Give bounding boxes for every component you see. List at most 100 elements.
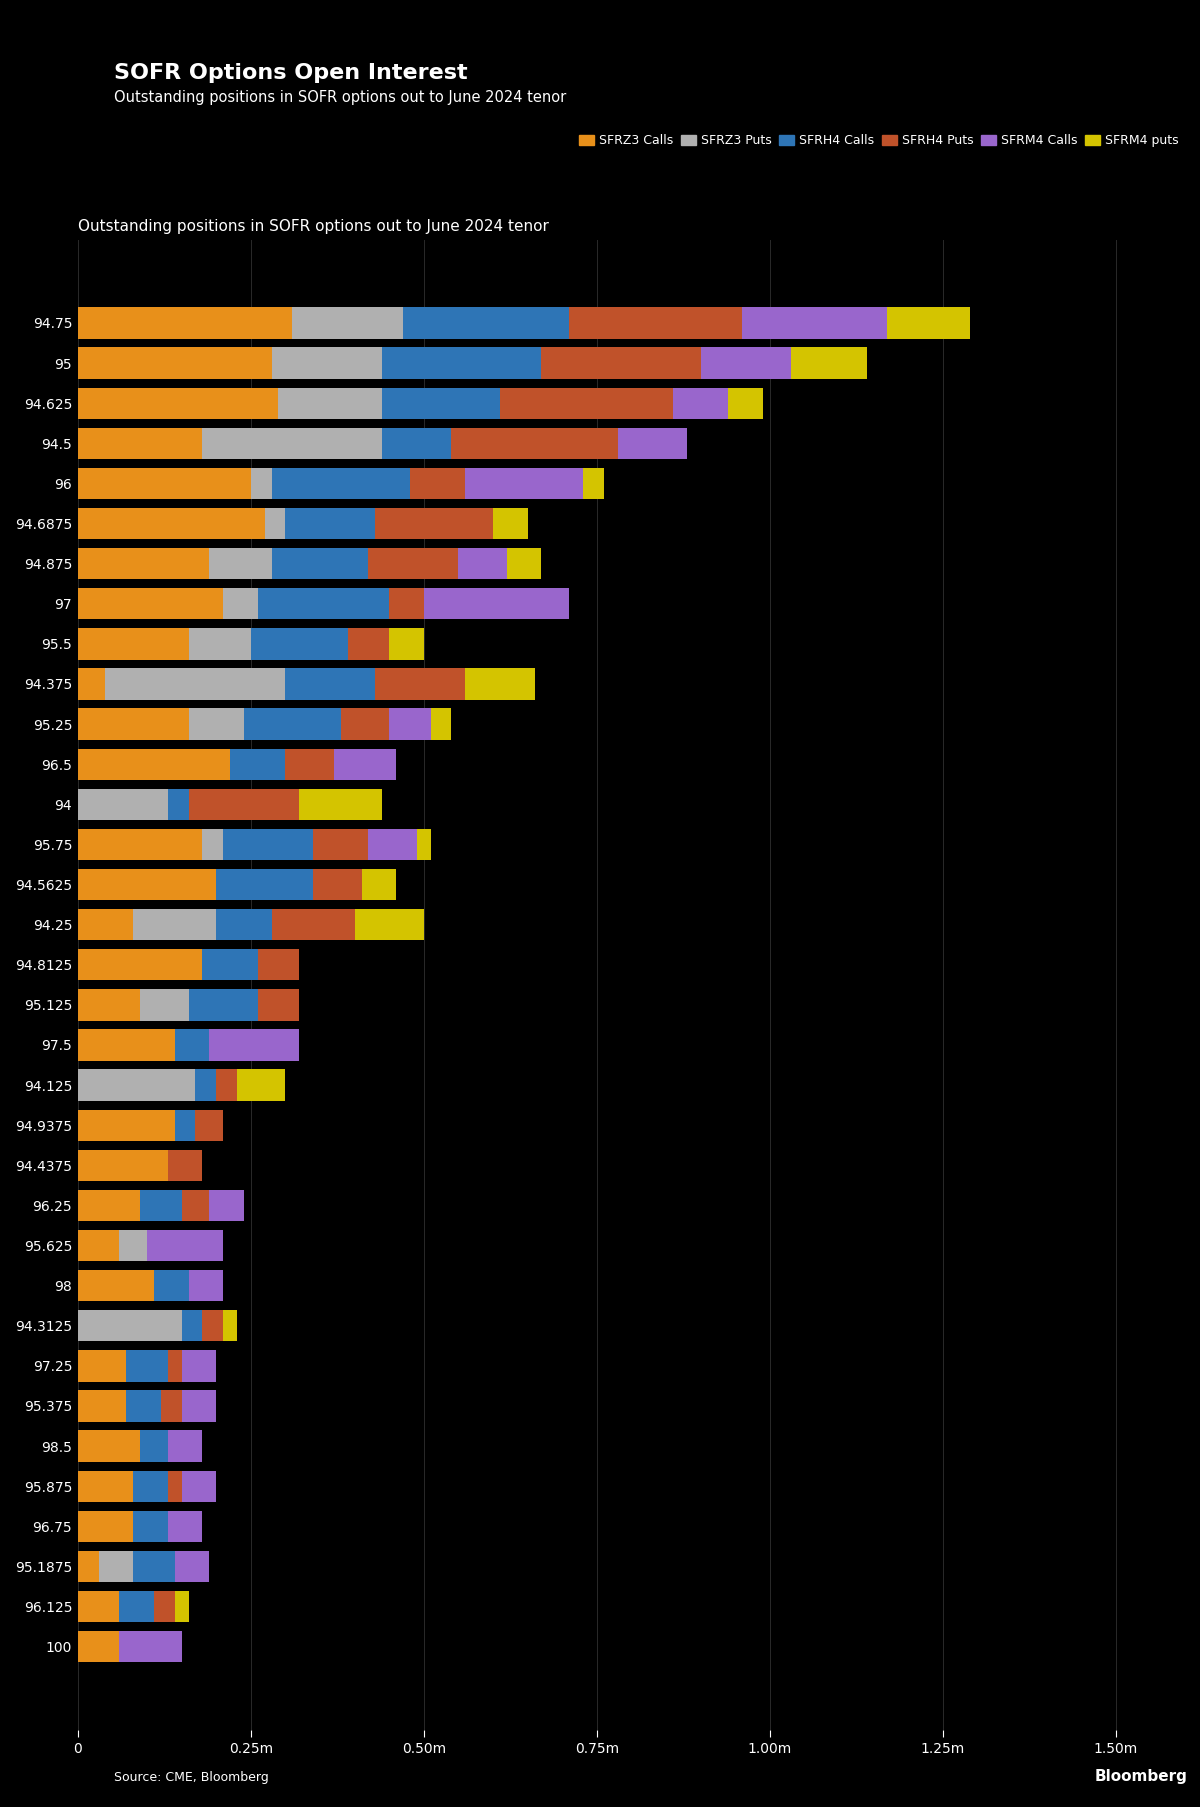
Bar [78,1511,133,1541]
Bar [168,1350,181,1382]
Bar [106,669,286,699]
Bar [223,587,258,620]
Bar [161,1390,181,1422]
Bar [78,1632,119,1662]
Bar [78,1231,119,1261]
Bar [286,748,334,781]
Bar [133,1471,168,1502]
Bar [313,829,368,860]
Bar [410,468,466,499]
Bar [168,1511,203,1541]
Bar [78,1070,196,1100]
Bar [258,988,299,1021]
Bar [203,1310,223,1341]
Bar [466,468,583,499]
Bar [140,1189,181,1222]
Bar [175,1109,196,1140]
Bar [119,1231,148,1261]
Bar [742,307,888,338]
Bar [78,1189,140,1222]
Bar [341,708,389,739]
Bar [119,1632,181,1662]
Bar [271,347,383,379]
Bar [188,1270,223,1301]
Bar [78,1471,133,1502]
Bar [78,1390,126,1422]
Bar [133,1511,168,1541]
Bar [451,428,618,459]
Bar [181,1189,209,1222]
Bar [78,869,216,900]
Bar [500,387,673,419]
Bar [313,869,361,900]
Bar [209,1030,299,1061]
Bar [223,829,313,860]
Bar [140,988,188,1021]
Bar [251,468,271,499]
Bar [78,1590,119,1623]
Bar [355,909,424,940]
Bar [265,508,286,538]
Bar [78,748,230,781]
Bar [506,548,541,580]
Bar [78,508,265,538]
Bar [403,307,569,338]
Bar [181,1390,216,1422]
Bar [244,708,341,739]
Bar [209,548,271,580]
Bar [78,587,223,620]
Bar [78,1149,168,1182]
Bar [286,508,376,538]
Bar [78,1431,140,1462]
Bar [78,468,251,499]
Bar [431,708,451,739]
Text: Bloomberg: Bloomberg [1096,1769,1188,1784]
Bar [791,347,866,379]
Bar [148,1231,223,1261]
Bar [216,1070,236,1100]
Text: Outstanding positions in SOFR options out to June 2024 tenor: Outstanding positions in SOFR options ou… [114,90,566,105]
Bar [728,387,763,419]
Bar [376,669,466,699]
Bar [334,748,396,781]
Bar [389,708,431,739]
Bar [493,508,528,538]
Bar [188,708,244,739]
Bar [258,949,299,981]
Bar [203,428,383,459]
Bar [236,1070,286,1100]
Bar [181,1310,203,1341]
Bar [78,428,203,459]
Bar [188,988,258,1021]
Bar [188,788,299,820]
Bar [299,788,383,820]
Bar [286,669,376,699]
Bar [126,1390,161,1422]
Bar [154,1270,188,1301]
Bar [78,1109,175,1140]
Bar [348,629,389,660]
Bar [181,1471,216,1502]
Bar [368,829,416,860]
Bar [168,1431,203,1462]
Bar [383,387,500,419]
Bar [133,1550,175,1583]
Bar [583,468,604,499]
Bar [701,347,791,379]
Bar [78,909,133,940]
Bar [175,1550,209,1583]
Text: Outstanding positions in SOFR options out to June 2024 tenor: Outstanding positions in SOFR options ou… [78,219,548,235]
Bar [78,629,188,660]
Bar [216,909,271,940]
Bar [251,629,348,660]
Bar [389,629,424,660]
Bar [181,1350,216,1382]
Bar [168,1471,181,1502]
Bar [293,307,403,338]
Bar [569,307,742,338]
Bar [78,788,168,820]
Bar [383,428,451,459]
Bar [376,508,493,538]
Bar [209,1189,244,1222]
Bar [216,869,313,900]
